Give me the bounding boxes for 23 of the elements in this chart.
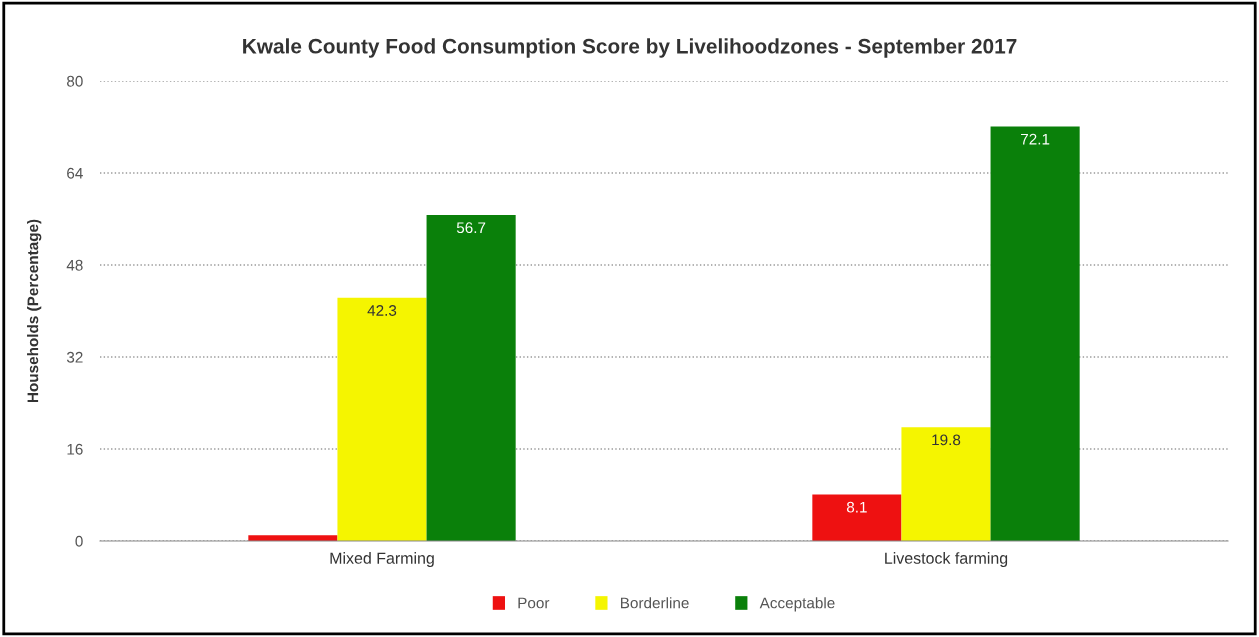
legend-label: Poor <box>518 597 550 609</box>
legend-label: Acceptable <box>759 597 835 612</box>
data-label: 19.8 <box>932 434 961 446</box>
x-tick-label: Mixed Farming <box>330 552 434 567</box>
y-tick-label: 0 <box>75 535 83 547</box>
y-tick-label: 80 <box>67 75 83 87</box>
bar <box>337 297 427 541</box>
y-axis-title: Households (Percentage) <box>27 219 42 403</box>
data-label: 72.1 <box>1021 133 1050 145</box>
chart-title: Kwale County Food Consumption Score by Livelihoodzones - September 2017 <box>243 38 1017 58</box>
bar <box>901 427 991 541</box>
data-label: 8.1 <box>846 501 867 513</box>
bar <box>426 214 516 541</box>
y-tick-label: 16 <box>67 443 83 455</box>
bar <box>812 494 902 541</box>
x-tick-label: Livestock farming <box>885 552 1008 567</box>
y-tick-label: 48 <box>66 259 83 271</box>
y-tick-label: 32 <box>66 351 83 363</box>
legend-label: Borderline <box>621 597 689 609</box>
data-label: 56.7 <box>456 222 486 234</box>
y-tick-label: 64 <box>67 167 83 179</box>
data-label: 42.3 <box>367 305 397 316</box>
bar <box>990 126 1080 541</box>
